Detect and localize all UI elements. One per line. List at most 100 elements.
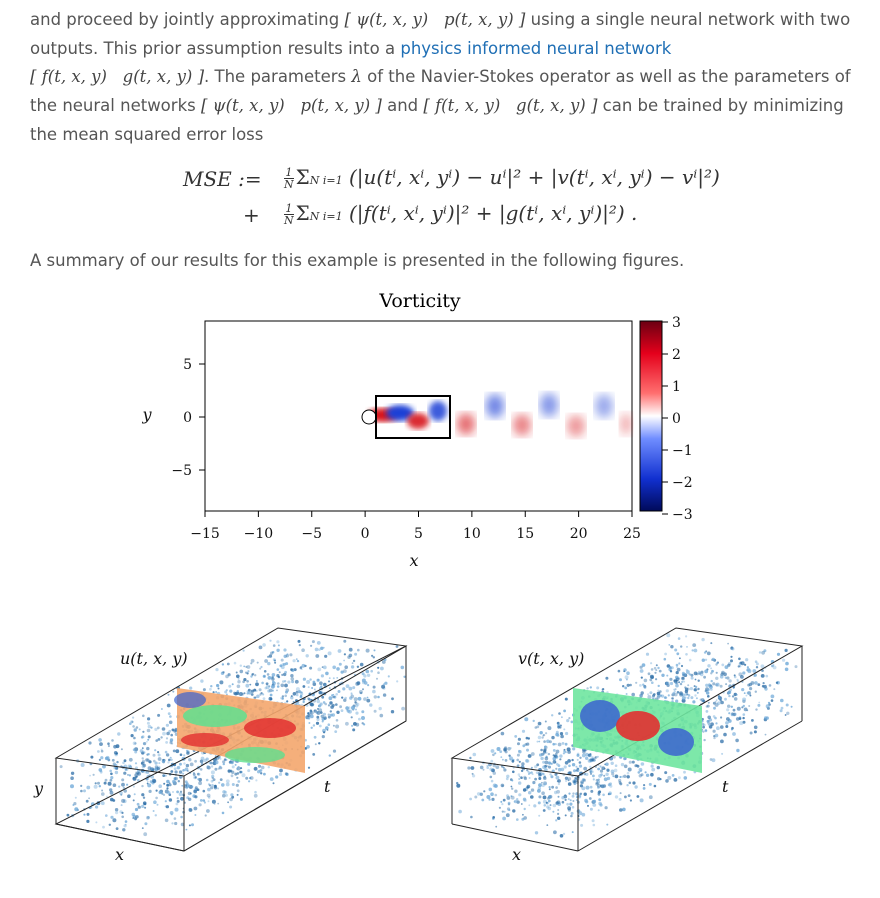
cloud-point <box>551 785 554 789</box>
bracket-psi-p-2: [ ψ(t, x, y) p(t, x, y) ] <box>200 96 382 116</box>
cloud-point <box>203 801 206 804</box>
cloud-point <box>344 696 348 700</box>
cloud-point <box>95 821 98 824</box>
cloud-point <box>164 800 167 803</box>
cloud-point <box>380 666 384 671</box>
cloud-point <box>528 791 532 795</box>
cloud-point <box>80 763 85 767</box>
cloud-point <box>138 728 141 731</box>
cloud-point <box>214 760 219 765</box>
cloud-point <box>272 651 275 654</box>
colorbar-tick-label: −1 <box>672 443 693 459</box>
cloud-point <box>356 681 361 685</box>
cloud-point <box>267 661 271 666</box>
cloud-point <box>724 676 728 679</box>
cloud-point <box>498 806 501 809</box>
cloud-point <box>114 770 119 775</box>
cloud-point <box>254 790 257 794</box>
cloud-point <box>302 685 306 688</box>
cloud-point <box>676 691 680 694</box>
cloud-point <box>134 807 139 812</box>
cloud-point <box>295 691 299 694</box>
cloud-point <box>625 678 628 681</box>
cloud-point <box>537 789 541 793</box>
cloud-point <box>548 795 552 799</box>
cloud-point <box>673 778 678 782</box>
cloud-point <box>112 799 116 802</box>
cloud-point <box>234 763 237 766</box>
cloud-point <box>189 686 193 690</box>
cloud-point <box>738 657 741 661</box>
cloud-point <box>531 773 534 776</box>
cloud-point <box>272 680 275 684</box>
cloud-point <box>192 771 195 774</box>
cloud-point <box>80 784 83 787</box>
cloud-point <box>229 797 233 802</box>
cloud-point <box>742 716 745 720</box>
cloud-point <box>666 683 670 687</box>
cloud-point <box>157 753 161 757</box>
cloud-point <box>226 662 230 666</box>
cloud-point <box>558 712 561 715</box>
cloud-point <box>363 697 367 701</box>
cloud-point <box>95 805 99 809</box>
cloud-point <box>329 701 333 705</box>
cloud-point <box>675 681 679 685</box>
cloud-point <box>310 702 314 707</box>
cloud-point <box>626 671 630 675</box>
cloud-point <box>530 766 533 769</box>
cloud-point <box>658 669 662 673</box>
cloud-point <box>542 809 546 812</box>
cloud-point <box>746 666 749 669</box>
cloud-point <box>166 731 170 736</box>
cloud-point <box>706 704 710 708</box>
cloud-point <box>98 758 101 761</box>
cloud-point <box>113 766 117 770</box>
cloud-point <box>710 667 713 670</box>
cloud-point <box>305 654 309 658</box>
cloud-point <box>183 762 186 765</box>
cloud-point <box>246 680 249 683</box>
cloud-point <box>648 795 653 800</box>
cloud-point <box>222 671 225 674</box>
cloud-point <box>126 783 129 786</box>
cloud-point <box>98 785 102 788</box>
cloud-point <box>578 764 583 768</box>
cloud-point <box>307 716 311 720</box>
cloud-point <box>668 644 671 646</box>
cloud-point <box>494 793 498 797</box>
cloud-point <box>605 762 609 766</box>
cloud-point <box>366 698 371 703</box>
cloud-point <box>708 683 711 686</box>
cloud-point <box>291 680 295 684</box>
cloud-point <box>327 704 331 707</box>
cloud-point <box>619 782 623 786</box>
cloud-point <box>571 805 575 809</box>
cloud-point <box>174 727 178 731</box>
cloud-point <box>123 759 127 763</box>
cloud-point <box>318 648 321 651</box>
cloud-point <box>727 642 729 645</box>
cloud-point <box>270 651 274 655</box>
cloud-point <box>181 784 184 787</box>
cloud-point <box>280 658 284 662</box>
cloud-point <box>137 771 142 776</box>
cloud-point <box>742 704 745 708</box>
pinn-link[interactable]: physics informed neural network <box>400 38 672 58</box>
cloud-point <box>271 673 276 677</box>
cloud-point <box>456 783 461 788</box>
cloud-point <box>704 658 708 661</box>
cloud-point <box>758 701 761 704</box>
cloud-point <box>706 720 710 723</box>
cloud-point <box>775 681 779 684</box>
cloud-point <box>257 770 261 774</box>
cloud-point <box>670 645 674 649</box>
cloud-point <box>158 762 161 765</box>
cloud-point <box>490 749 495 753</box>
cloud-point <box>588 797 592 800</box>
cloud-point <box>373 709 377 713</box>
cloud-point <box>299 667 302 670</box>
cloud-point <box>165 805 169 809</box>
cloud-point <box>488 787 493 792</box>
cloud-point <box>329 713 333 717</box>
